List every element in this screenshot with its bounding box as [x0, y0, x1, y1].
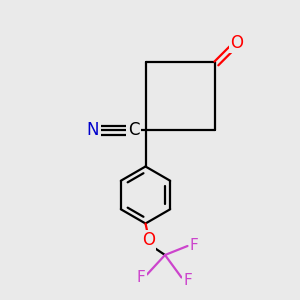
Text: O: O [230, 34, 244, 52]
Text: F: F [183, 273, 192, 288]
Text: F: F [190, 238, 199, 253]
Text: O: O [142, 231, 155, 249]
Text: N: N [87, 122, 99, 140]
Text: C: C [128, 122, 139, 140]
Text: F: F [136, 270, 146, 285]
